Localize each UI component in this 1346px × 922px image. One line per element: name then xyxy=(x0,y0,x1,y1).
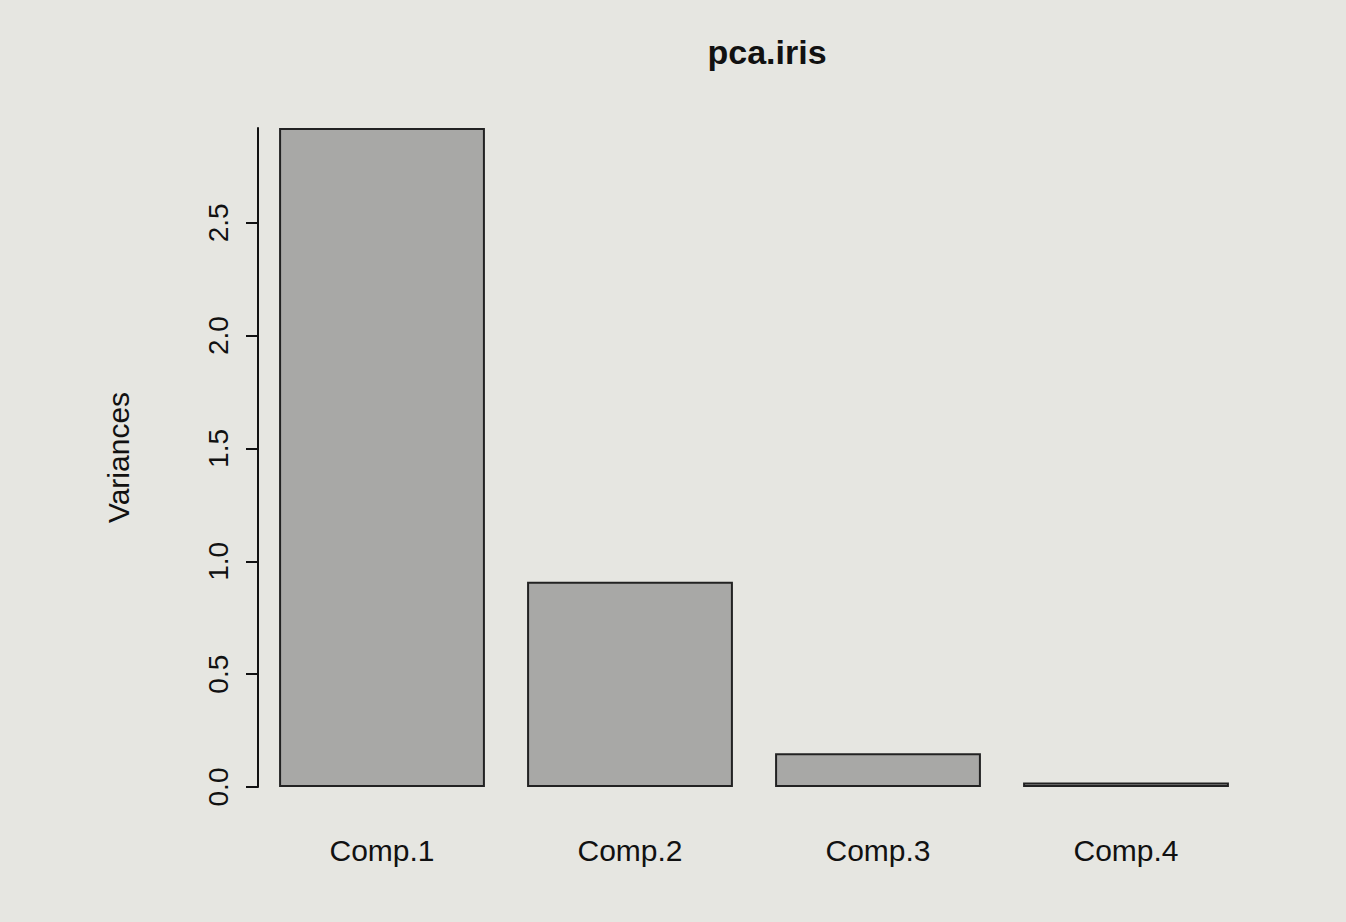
svg-text:1.0: 1.0 xyxy=(203,542,234,581)
svg-text:pca.iris: pca.iris xyxy=(707,33,826,71)
svg-text:Comp.3: Comp.3 xyxy=(825,834,930,867)
svg-text:Comp.1: Comp.1 xyxy=(329,834,434,867)
svg-text:0.0: 0.0 xyxy=(203,768,234,807)
svg-text:2.5: 2.5 xyxy=(203,203,234,242)
svg-text:1.5: 1.5 xyxy=(203,429,234,468)
svg-text:Comp.2: Comp.2 xyxy=(577,834,682,867)
svg-text:Variances: Variances xyxy=(102,392,135,523)
svg-text:2.0: 2.0 xyxy=(203,316,234,355)
svg-text:Comp.4: Comp.4 xyxy=(1073,834,1178,867)
svg-text:0.5: 0.5 xyxy=(203,655,234,694)
